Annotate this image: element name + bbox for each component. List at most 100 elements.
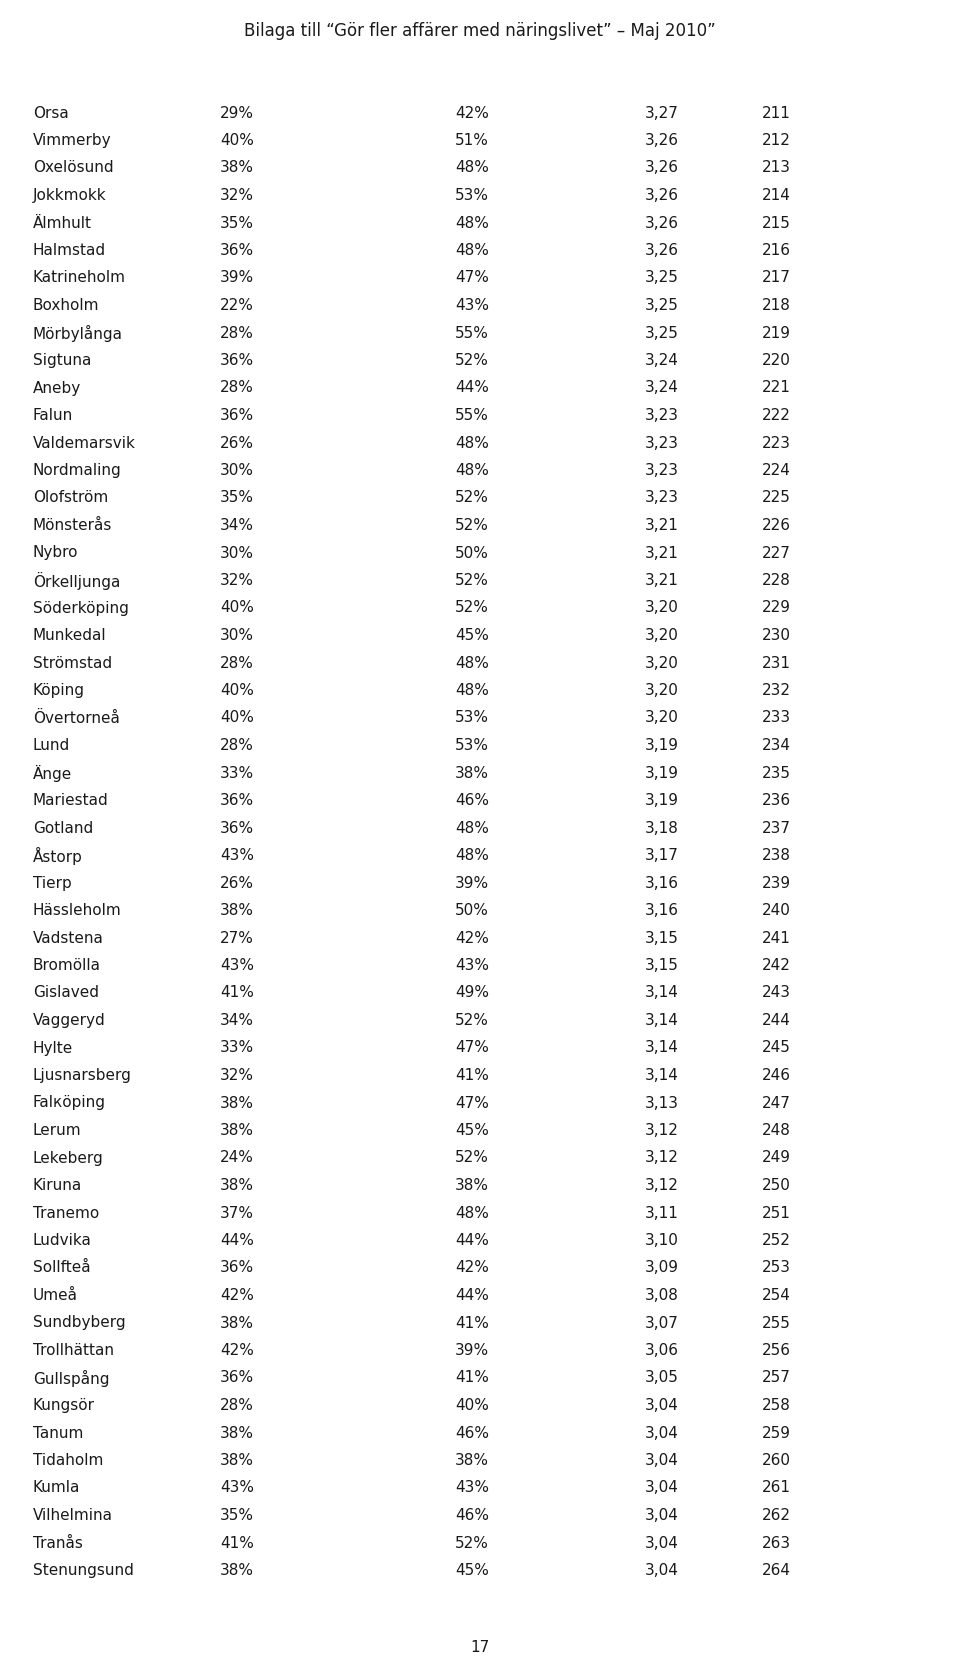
Text: 28%: 28% [220, 1399, 253, 1414]
Text: 3,21: 3,21 [645, 518, 679, 533]
Text: 40%: 40% [220, 683, 253, 698]
Text: Nordmaling: Nordmaling [33, 462, 122, 477]
Text: Vaggeryd: Vaggeryd [33, 1013, 106, 1028]
Text: 257: 257 [762, 1370, 791, 1385]
Text: Sigtuna: Sigtuna [33, 353, 91, 368]
Text: 3,18: 3,18 [645, 821, 679, 836]
Text: 43%: 43% [455, 298, 489, 313]
Text: Olofström: Olofström [33, 491, 108, 506]
Text: 3,12: 3,12 [645, 1151, 679, 1166]
Text: Hässleholm: Hässleholm [33, 903, 122, 918]
Text: 26%: 26% [220, 436, 254, 451]
Text: 40%: 40% [220, 601, 253, 615]
Text: 3,04: 3,04 [645, 1481, 679, 1496]
Text: 256: 256 [762, 1343, 791, 1358]
Text: Trollhättan: Trollhättan [33, 1343, 114, 1358]
Text: 36%: 36% [220, 821, 254, 836]
Text: 3,20: 3,20 [645, 683, 679, 698]
Text: 3,08: 3,08 [645, 1288, 679, 1303]
Text: 219: 219 [762, 325, 791, 340]
Text: 22%: 22% [220, 298, 253, 313]
Text: 41%: 41% [455, 1370, 489, 1385]
Text: Kiruna: Kiruna [33, 1178, 83, 1193]
Text: 262: 262 [762, 1508, 791, 1523]
Text: 24%: 24% [220, 1151, 253, 1166]
Text: Övertorneå: Övertorneå [33, 710, 120, 725]
Text: 238: 238 [762, 848, 791, 863]
Text: 253: 253 [762, 1261, 791, 1275]
Text: 17: 17 [470, 1640, 490, 1655]
Text: 42%: 42% [455, 106, 489, 121]
Text: 32%: 32% [220, 573, 254, 588]
Text: Mariestad: Mariestad [33, 792, 108, 807]
Text: 229: 229 [762, 601, 791, 615]
Text: 212: 212 [762, 132, 791, 147]
Text: 3,12: 3,12 [645, 1178, 679, 1193]
Text: Tierp: Tierp [33, 876, 72, 891]
Text: 28%: 28% [220, 655, 253, 670]
Text: 39%: 39% [455, 1343, 490, 1358]
Text: 48%: 48% [455, 243, 489, 258]
Text: Vilhelmina: Vilhelmina [33, 1508, 113, 1523]
Text: 41%: 41% [455, 1069, 489, 1084]
Text: 3,04: 3,04 [645, 1452, 679, 1467]
Text: 48%: 48% [455, 683, 489, 698]
Text: Änge: Änge [33, 764, 72, 782]
Text: 40%: 40% [455, 1399, 489, 1414]
Text: Sollfteå: Sollfteå [33, 1261, 90, 1275]
Text: 41%: 41% [220, 985, 253, 1000]
Text: 47%: 47% [455, 1040, 489, 1055]
Text: 28%: 28% [220, 380, 253, 395]
Text: 42%: 42% [455, 931, 489, 945]
Text: 3,20: 3,20 [645, 601, 679, 615]
Text: 29%: 29% [220, 106, 254, 121]
Text: 28%: 28% [220, 325, 253, 340]
Text: 3,09: 3,09 [645, 1261, 679, 1275]
Text: 38%: 38% [455, 1452, 489, 1467]
Text: 211: 211 [762, 106, 791, 121]
Text: 3,19: 3,19 [645, 792, 679, 807]
Text: 252: 252 [762, 1233, 791, 1248]
Text: 27%: 27% [220, 931, 253, 945]
Text: Lerum: Lerum [33, 1122, 82, 1137]
Text: 3,26: 3,26 [645, 243, 679, 258]
Text: 3,23: 3,23 [645, 491, 679, 506]
Text: 3,23: 3,23 [645, 409, 679, 424]
Text: 236: 236 [762, 792, 791, 807]
Text: 38%: 38% [220, 1178, 254, 1193]
Text: 3,26: 3,26 [645, 132, 679, 147]
Text: 48%: 48% [455, 848, 489, 863]
Text: 3,24: 3,24 [645, 353, 679, 368]
Text: 39%: 39% [455, 876, 490, 891]
Text: 40%: 40% [220, 132, 253, 147]
Text: 213: 213 [762, 161, 791, 176]
Text: 3,16: 3,16 [645, 903, 679, 918]
Text: 228: 228 [762, 573, 791, 588]
Text: Älmhult: Älmhult [33, 216, 92, 231]
Text: 48%: 48% [455, 161, 489, 176]
Text: 263: 263 [762, 1536, 791, 1551]
Text: 52%: 52% [455, 1536, 489, 1551]
Text: 224: 224 [762, 462, 791, 477]
Text: 3,27: 3,27 [645, 106, 679, 121]
Text: Falкöping: Falкöping [33, 1095, 106, 1111]
Text: 3,15: 3,15 [645, 958, 679, 973]
Text: 215: 215 [762, 216, 791, 231]
Text: 235: 235 [762, 765, 791, 781]
Text: 38%: 38% [220, 1425, 254, 1440]
Text: 248: 248 [762, 1122, 791, 1137]
Text: 3,12: 3,12 [645, 1122, 679, 1137]
Text: 3,26: 3,26 [645, 216, 679, 231]
Text: 241: 241 [762, 931, 791, 945]
Text: 30%: 30% [220, 462, 254, 477]
Text: 49%: 49% [455, 985, 489, 1000]
Text: 38%: 38% [455, 1178, 489, 1193]
Text: Bromölla: Bromölla [33, 958, 101, 973]
Text: 52%: 52% [455, 1151, 489, 1166]
Text: Kungsör: Kungsör [33, 1399, 95, 1414]
Text: 36%: 36% [220, 243, 254, 258]
Text: Köping: Köping [33, 683, 85, 698]
Text: Nybro: Nybro [33, 546, 79, 561]
Text: 43%: 43% [455, 1481, 489, 1496]
Text: 3,19: 3,19 [645, 739, 679, 754]
